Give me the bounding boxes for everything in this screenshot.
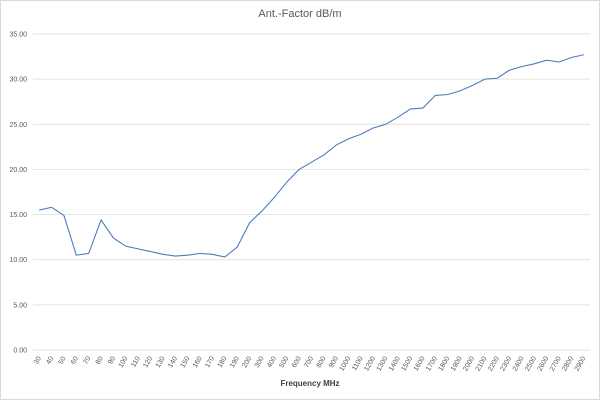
- x-tick-label: 80: [95, 355, 105, 365]
- x-tick-label: 90: [107, 355, 117, 365]
- x-tick-label: 140: [167, 355, 179, 369]
- x-tick-label: 60: [70, 355, 80, 365]
- x-tick-label: 500: [279, 355, 291, 369]
- x-tick-label: 70: [82, 355, 92, 365]
- x-tick-label: 130: [155, 355, 167, 369]
- x-tick-label: 100: [118, 355, 130, 369]
- x-tick-label: 110: [130, 355, 142, 368]
- y-tick-label: 5.00: [13, 302, 27, 309]
- y-tick-label: 15.00: [9, 212, 27, 219]
- x-tick-label: 700: [303, 355, 315, 369]
- x-tick-label: 150: [180, 355, 192, 369]
- x-tick-label: 800: [316, 355, 328, 369]
- x-tick-label: 900: [328, 355, 340, 369]
- y-tick-label: 30.00: [9, 77, 27, 84]
- y-tick-label: 10.00: [9, 257, 27, 264]
- x-tick-label: 160: [192, 355, 204, 369]
- x-tick-label: 120: [142, 355, 154, 369]
- data-line: [39, 54, 584, 258]
- chart-title: Ant.-Factor dB/m: [258, 8, 341, 20]
- x-tick-label: 30: [33, 355, 43, 365]
- x-tick-label: 40: [45, 355, 55, 365]
- x-tick-label: 300: [254, 355, 266, 369]
- x-tick-label: 170: [204, 355, 216, 369]
- y-tick-label: 25.00: [9, 122, 27, 129]
- x-tick-label: 400: [266, 355, 278, 369]
- x-tick-label: 200: [241, 355, 253, 369]
- x-axis-title: Frequency MHz: [280, 379, 339, 388]
- x-tick-label: 180: [217, 355, 229, 369]
- y-tick-label: 35.00: [9, 32, 27, 39]
- y-tick-label: 20.00: [9, 167, 27, 174]
- y-tick-label: 0.00: [13, 348, 27, 355]
- x-tick-label: 50: [58, 355, 68, 365]
- x-tick-label: 600: [291, 355, 303, 369]
- x-tick-label: 190: [229, 355, 241, 369]
